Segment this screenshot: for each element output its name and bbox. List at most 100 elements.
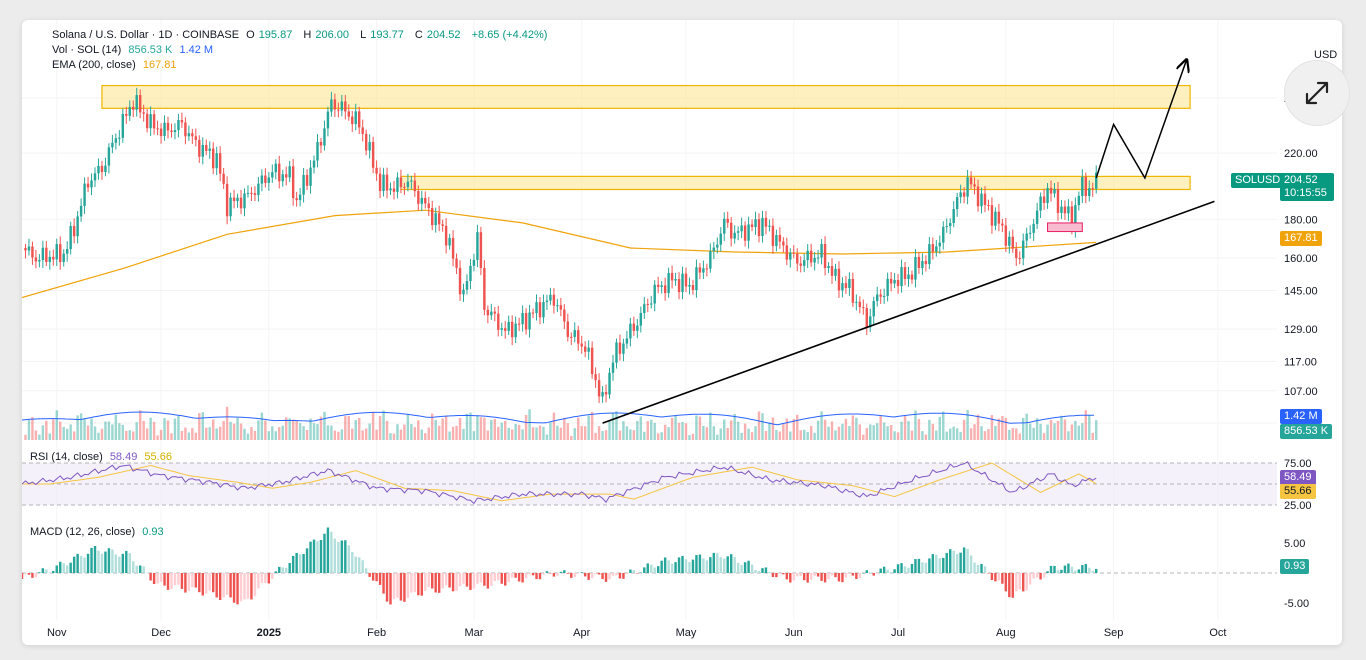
- candle[interactable]: [86, 183, 90, 188]
- candle[interactable]: [942, 226, 945, 243]
- candle[interactable]: [451, 237, 455, 259]
- candle[interactable]: [1081, 176, 1084, 196]
- candle[interactable]: [691, 285, 695, 291]
- candle[interactable]: [298, 194, 302, 201]
- candle[interactable]: [1039, 196, 1042, 211]
- candle[interactable]: [935, 246, 938, 252]
- candle[interactable]: [302, 175, 305, 195]
- candle[interactable]: [618, 342, 622, 354]
- candle[interactable]: [570, 336, 573, 338]
- candle[interactable]: [987, 204, 990, 206]
- candle[interactable]: [542, 302, 545, 318]
- candle[interactable]: [643, 304, 646, 313]
- candle[interactable]: [69, 226, 72, 250]
- candle[interactable]: [566, 321, 570, 337]
- candle[interactable]: [917, 256, 921, 268]
- candle[interactable]: [563, 309, 566, 322]
- candle[interactable]: [865, 308, 868, 328]
- candle[interactable]: [869, 316, 872, 328]
- candle[interactable]: [782, 241, 785, 246]
- candle[interactable]: [191, 133, 194, 137]
- candle[interactable]: [246, 192, 250, 194]
- candle[interactable]: [962, 192, 966, 197]
- candle[interactable]: [357, 111, 361, 128]
- candle[interactable]: [208, 148, 211, 151]
- candle[interactable]: [142, 112, 145, 114]
- candle[interactable]: [778, 235, 782, 242]
- candle[interactable]: [444, 225, 448, 246]
- candle[interactable]: [820, 243, 823, 258]
- candle[interactable]: [173, 130, 177, 133]
- candle[interactable]: [1063, 206, 1067, 214]
- candle[interactable]: [396, 177, 399, 192]
- candle[interactable]: [76, 216, 79, 237]
- candle[interactable]: [1070, 206, 1074, 230]
- candle[interactable]: [198, 139, 201, 157]
- candle[interactable]: [465, 281, 469, 290]
- candle[interactable]: [636, 325, 639, 331]
- candle[interactable]: [806, 250, 809, 261]
- candle[interactable]: [712, 247, 716, 252]
- support-trendline[interactable]: [602, 200, 1215, 424]
- candle[interactable]: [490, 311, 493, 316]
- candle[interactable]: [768, 225, 771, 227]
- candle[interactable]: [733, 232, 736, 239]
- candle[interactable]: [385, 174, 389, 191]
- candle[interactable]: [114, 138, 118, 143]
- candle[interactable]: [149, 114, 152, 129]
- candle[interactable]: [434, 213, 437, 226]
- candle[interactable]: [771, 225, 775, 246]
- candle[interactable]: [1042, 196, 1046, 203]
- candle[interactable]: [663, 285, 667, 294]
- candle[interactable]: [743, 225, 747, 241]
- candle[interactable]: [291, 166, 295, 199]
- candle[interactable]: [166, 122, 170, 131]
- rsi-legend[interactable]: RSI (14, close) 58.49 55.66: [30, 451, 172, 463]
- candle[interactable]: [187, 133, 191, 137]
- candle[interactable]: [528, 312, 531, 330]
- candle[interactable]: [653, 284, 656, 304]
- candle[interactable]: [1077, 195, 1081, 206]
- candle[interactable]: [354, 111, 357, 125]
- candle[interactable]: [559, 305, 563, 310]
- candle[interactable]: [1095, 172, 1098, 189]
- candle[interactable]: [629, 323, 632, 339]
- candle[interactable]: [239, 197, 243, 209]
- candle[interactable]: [295, 198, 298, 201]
- candle[interactable]: [556, 305, 559, 307]
- candle[interactable]: [590, 347, 594, 375]
- candle[interactable]: [747, 224, 750, 241]
- candle[interactable]: [973, 184, 976, 187]
- candle[interactable]: [785, 245, 789, 260]
- candle[interactable]: [437, 213, 441, 225]
- candle[interactable]: [535, 302, 538, 314]
- candle[interactable]: [375, 167, 378, 174]
- candle[interactable]: [309, 167, 312, 186]
- candle[interactable]: [1015, 248, 1018, 259]
- candle[interactable]: [959, 192, 962, 198]
- candle[interactable]: [552, 294, 556, 306]
- candle[interactable]: [159, 128, 163, 137]
- candle[interactable]: [615, 342, 618, 363]
- candle[interactable]: [716, 244, 719, 248]
- candle[interactable]: [156, 128, 159, 130]
- candle[interactable]: [841, 283, 844, 291]
- candle[interactable]: [521, 313, 524, 325]
- candle[interactable]: [267, 177, 271, 183]
- candle[interactable]: [816, 257, 820, 259]
- candle[interactable]: [1035, 210, 1039, 224]
- candle[interactable]: [976, 186, 980, 207]
- candle[interactable]: [441, 224, 444, 226]
- candle[interactable]: [670, 272, 674, 281]
- candle[interactable]: [1011, 236, 1015, 249]
- candle[interactable]: [333, 99, 337, 110]
- candle[interactable]: [851, 278, 855, 303]
- candle[interactable]: [639, 312, 643, 326]
- candle[interactable]: [948, 223, 952, 227]
- candle[interactable]: [260, 175, 264, 184]
- candle[interactable]: [403, 186, 406, 188]
- candle[interactable]: [754, 219, 757, 228]
- candle[interactable]: [910, 274, 914, 280]
- candle[interactable]: [625, 338, 629, 344]
- candle[interactable]: [1025, 233, 1028, 241]
